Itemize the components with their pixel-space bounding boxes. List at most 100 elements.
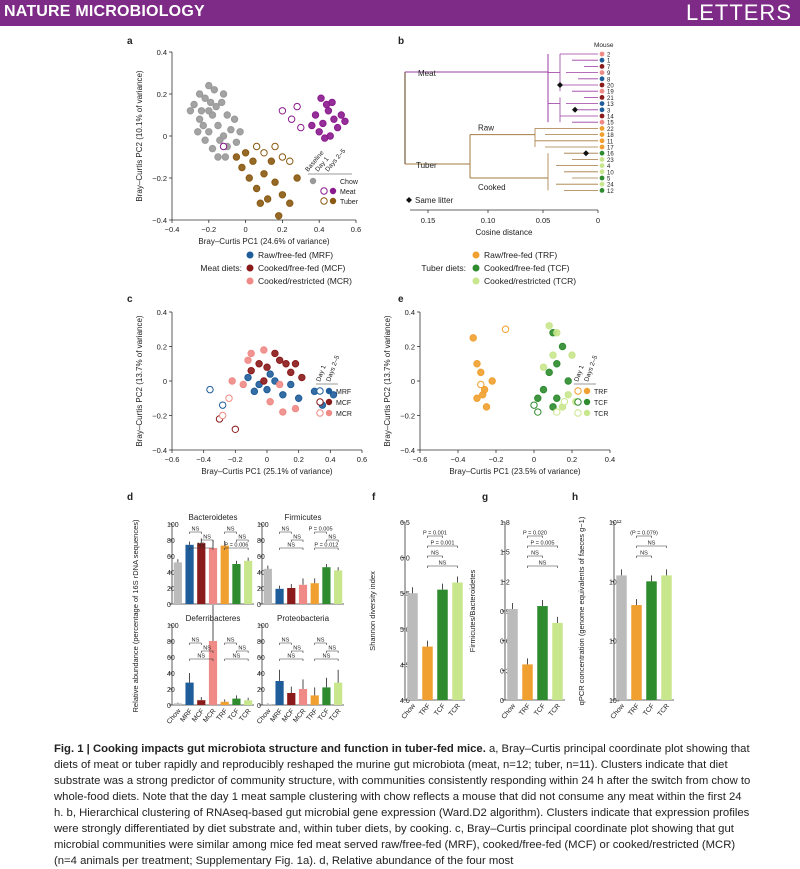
tuber-diet-marker: [472, 277, 480, 285]
y-tick-label-d1: 100: [257, 522, 269, 529]
mouse-id: 7: [607, 65, 611, 71]
same-litter-legend-marker: [406, 197, 412, 203]
data-point-e: [545, 322, 553, 330]
bar-tcr: [244, 560, 253, 604]
significance-label: NS: [328, 535, 336, 541]
data-point-c: [244, 373, 252, 382]
bar-trf: [220, 701, 229, 705]
mouse-id: 5: [607, 177, 611, 183]
journal-header: NATURE MICROBIOLOGY LETTERS: [0, 0, 800, 26]
y-tick-label-d1: 0: [257, 602, 261, 609]
meat-diet-label: Raw/free-fed (MRF): [258, 250, 333, 260]
category-label-f: TRF: [418, 703, 432, 718]
mouse-marker: [599, 188, 605, 193]
significance-bracket: [224, 547, 249, 550]
significance-label-g: NS: [531, 551, 539, 557]
mouse-id: 1: [607, 59, 611, 65]
y-tick-label-c: −0.2: [152, 412, 167, 421]
data-point-a: [214, 153, 222, 161]
legend-marker: [329, 197, 337, 205]
legend-marker: [320, 187, 328, 195]
significance-label: NS: [293, 646, 301, 652]
significance-label-g: NS: [539, 561, 547, 567]
data-point-a: [206, 98, 215, 107]
data-point-e: [564, 377, 572, 385]
caption-body: a, Bray–Curtis principal coordinate plot…: [54, 743, 751, 867]
x-tick-label-c: 0.6: [357, 455, 367, 464]
data-point-e: [549, 351, 557, 359]
significance-bracket: [236, 539, 249, 542]
data-point-c: [255, 360, 263, 368]
y-tick-label-a: −0.2: [152, 174, 167, 183]
y-tick-label-d3: 60: [257, 655, 265, 662]
mouse-marker: [599, 88, 605, 94]
data-point-a: [208, 144, 217, 153]
category-label-d3: MCR: [292, 708, 307, 724]
x-tick-label-e: 0.4: [605, 455, 615, 464]
category-label-d3: MRF: [269, 708, 284, 724]
significance-label: NS: [197, 543, 205, 549]
significance-bracket: [314, 642, 327, 645]
significance-label: NS: [293, 535, 301, 541]
y-tick-label-d2: 60: [167, 655, 175, 662]
data-point-a: [232, 138, 241, 147]
bar-tcf-h: [646, 581, 657, 700]
dendrogram-x-label: Cosine distance: [476, 228, 533, 237]
data-point-a: [333, 123, 342, 132]
significance-label: NS: [233, 654, 241, 660]
category-label-f: TCF: [433, 703, 447, 718]
significance-label: NS: [287, 543, 295, 549]
y-tick-label-a: 0.2: [157, 90, 167, 99]
y-tick-label-g: 0: [500, 698, 504, 705]
mouse-id: 11: [607, 139, 614, 145]
data-point-a: [208, 111, 217, 119]
mouse-id: 15: [607, 121, 614, 127]
data-point-e: [530, 401, 538, 409]
y-tick-label-c: −0.4: [152, 446, 167, 455]
legend-marker-e: [574, 398, 582, 406]
significance-bracket: [279, 547, 304, 550]
y-tick-label-f: 5.0: [400, 627, 410, 634]
y-tick-label-d3: 40: [257, 671, 265, 678]
data-point-e: [488, 377, 496, 385]
data-point-c: [218, 401, 227, 409]
data-point-e: [564, 391, 572, 399]
data-point-c: [298, 373, 306, 382]
y-tick-label-h: 10⁹: [609, 698, 620, 705]
y-tick-label-d2: 0: [167, 703, 171, 710]
y-tick-label-a: 0.4: [157, 48, 167, 57]
y-tick-label-f: 5.5: [400, 591, 410, 598]
data-point-c: [266, 398, 274, 406]
data-point-a: [227, 126, 235, 134]
significance-label-g: P = 0.020: [523, 531, 547, 537]
data-point-e: [469, 334, 477, 342]
y-tick-label-e: −0.2: [400, 412, 415, 421]
significance-bracket-h: [636, 545, 667, 548]
significance-label: P = 0.005: [309, 527, 333, 533]
y-tick-label-e: 0.2: [405, 343, 415, 352]
legend-marker-e: [583, 387, 591, 395]
bar-tcf: [322, 567, 331, 604]
legend-marker-c: [325, 398, 333, 406]
y-tick-label-c: 0: [163, 377, 167, 386]
bar-chow-g: [507, 609, 518, 700]
significance-bracket: [236, 650, 249, 653]
significance-bracket: [224, 531, 237, 534]
bar-chow: [263, 704, 272, 705]
mouse-marker: [599, 181, 605, 187]
data-point-c: [250, 387, 259, 396]
category-label-h: TCR: [657, 703, 671, 718]
mouse-id: 19: [607, 90, 614, 96]
bar-tcf: [232, 698, 241, 705]
data-point-a: [286, 199, 294, 207]
x-tick-label-c: 0.4: [325, 455, 335, 464]
data-point-e: [473, 360, 481, 368]
significance-label-f: NS: [431, 551, 439, 557]
significance-label: NS: [238, 535, 246, 541]
bar-chow: [173, 562, 182, 604]
data-point-a: [210, 86, 219, 94]
significance-label: NS: [287, 654, 295, 660]
data-point-c: [291, 360, 300, 368]
bar-tcf-g: [537, 606, 548, 700]
mouse-marker: [599, 76, 605, 82]
